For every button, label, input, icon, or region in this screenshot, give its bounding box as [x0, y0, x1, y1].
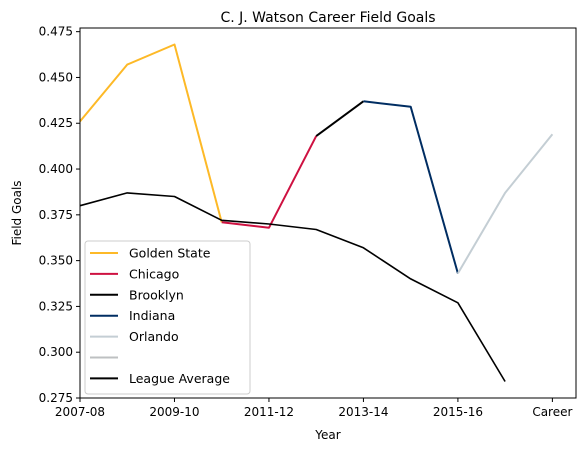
x-axis: 2007-08 2009-10 2011-12 2013-14 2015-16 Caree… — [55, 398, 572, 419]
legend-label-orlando: Orlando — [129, 329, 179, 344]
series-line-orlando — [457, 133, 554, 274]
legend-label-chicago: Chicago — [129, 266, 179, 281]
series-line-golden-state — [79, 43, 223, 223]
y-tick-label: 0.375 — [39, 208, 73, 222]
y-tick-label: 0.425 — [39, 116, 73, 130]
legend-label-indiana: Indiana — [129, 308, 175, 323]
y-tick-label: 0.300 — [39, 345, 73, 359]
x-tick-label: 2007-08 — [55, 405, 105, 419]
y-tick-label: 0.475 — [39, 25, 73, 39]
x-tick-label: 2013-14 — [338, 405, 388, 419]
y-axis: 0.275 0.300 0.325 0.350 0.375 0.400 0.425 0.450… — [39, 25, 80, 405]
x-tick-label: 2011-12 — [244, 405, 294, 419]
legend-box — [84, 240, 251, 395]
y-axis-label: Field Goals — [10, 180, 24, 245]
series-layer — [79, 43, 554, 382]
x-tick-label: 2015-16 — [433, 405, 483, 419]
plot-frame — [79, 27, 577, 399]
x-tick-label: 2009-10 — [149, 405, 199, 419]
legend-label-golden-state: Golden State — [129, 246, 211, 261]
series-line-chicago — [221, 135, 318, 229]
y-tick-label: 0.400 — [39, 162, 73, 176]
series-line-brooklyn — [315, 100, 364, 137]
y-tick-label: 0.325 — [39, 299, 73, 313]
x-tick-label: Career — [532, 405, 572, 419]
y-tick-label: 0.450 — [39, 70, 73, 84]
y-tick-label: 0.350 — [39, 254, 73, 268]
chart-title: C. J. Watson Career Field Goals — [220, 10, 435, 26]
legend: Golden State Chicago Brooklyn Indiana Orland… — [84, 240, 251, 395]
y-tick-label: 0.275 — [39, 391, 73, 405]
series-line-indiana — [363, 100, 459, 274]
series-line-league-average — [79, 192, 506, 382]
legend-label-brooklyn: Brooklyn — [129, 287, 184, 302]
legend-label-league-average: League Average — [129, 371, 230, 386]
x-axis-label: Year — [314, 428, 340, 442]
